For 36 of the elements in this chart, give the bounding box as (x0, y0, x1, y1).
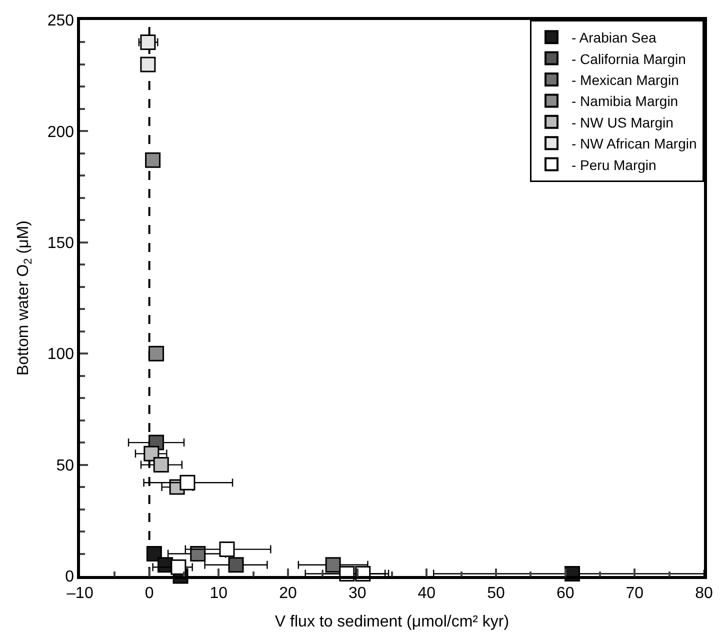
x-tick-label: 20 (279, 584, 297, 602)
x-tick-label: 10 (210, 584, 228, 602)
legend-label: - Mexican Margin (572, 72, 679, 88)
y-tick-label: 100 (47, 346, 74, 364)
x-tick-label: –10 (66, 584, 94, 602)
legend-label: - California Margin (572, 50, 686, 67)
x-axis-title: V flux to sediment (μmol/cm² kyr) (274, 614, 510, 631)
y-tick-label: 0 (65, 568, 74, 586)
legend-label: - Peru Margin (572, 156, 656, 173)
point (180, 474, 196, 490)
legend-label: - NW US Margin (572, 114, 674, 130)
point (153, 457, 169, 473)
point (144, 446, 160, 462)
y-tick-label: 200 (47, 124, 74, 141)
point (219, 542, 235, 558)
point (228, 557, 244, 573)
legend-label: - Arabian Sea (572, 30, 657, 46)
x-tick-label: 80 (695, 584, 713, 602)
legend-label: - Namibia Margin (572, 93, 678, 110)
point (170, 559, 186, 575)
point (145, 152, 161, 168)
x-tick-label: 30 (348, 584, 366, 602)
point (146, 546, 162, 562)
point (148, 346, 164, 362)
x-tick-label: 0 (144, 584, 154, 602)
point (140, 56, 156, 72)
y-tick-label: 150 (47, 235, 74, 252)
x-tick-label: 40 (418, 584, 436, 602)
x-tick-label: 60 (556, 584, 574, 602)
x-tick-label: 70 (626, 584, 644, 602)
y-tick-label: 50 (56, 457, 74, 474)
legend-label: - NW African Margin (572, 136, 697, 152)
x-tick-label: 50 (487, 584, 505, 602)
y-tick-label: 250 (47, 12, 74, 30)
point (140, 34, 156, 50)
point (325, 557, 341, 573)
